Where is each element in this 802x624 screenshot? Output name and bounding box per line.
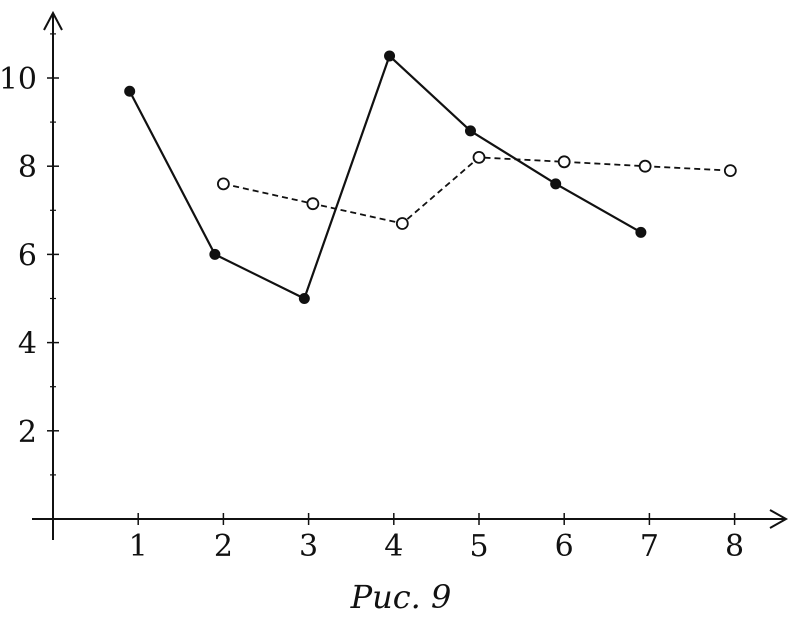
series-2-point-2 [306,197,320,211]
series-1-point-5 [464,125,476,137]
series-2-point-5 [557,155,571,169]
series-2-point-1 [216,177,230,191]
series-1-point-7 [635,226,647,238]
series-1-point-6 [550,178,562,190]
y-tick-label-6: 6 [18,238,37,273]
series-1-point-3 [298,293,310,304]
x-tick-label-1: 1 [129,529,148,564]
series-group [124,50,737,304]
series-1-point-2 [209,248,221,260]
x-tick-label-5: 5 [469,529,488,564]
x-tick-label-6: 6 [555,529,574,564]
y-tick-label-2: 2 [18,415,37,450]
y-tick-label-10: 10 [0,62,37,97]
x-tick-label-8: 8 [725,529,744,564]
line-chart: 1 2 3 4 5 6 7 8 2 4 6 8 10 [0,10,789,564]
series-2-point-3 [395,217,409,230]
x-tick-label-4: 4 [384,529,403,564]
tick-labels: 1 2 3 4 5 6 7 8 2 4 6 8 10 [0,62,744,564]
series-2-point-7 [723,164,737,178]
series-1-line [128,54,642,300]
series-2-point-4 [472,150,486,164]
y-tick-label-8: 8 [18,150,37,185]
y-axis-arrow [43,10,63,31]
x-tick-label-3: 3 [299,529,318,564]
x-tick-label-2: 2 [214,529,233,564]
x-tick-label-7: 7 [640,529,659,564]
axes [32,10,789,540]
ticks [47,33,736,525]
figure-caption: Рис. 9 [350,578,452,616]
series-1-point-1 [124,85,136,97]
series-1-point-4 [384,50,396,62]
series-2-point-6 [638,159,652,173]
x-axis-arrow [769,509,789,529]
series-2-line [223,156,731,225]
y-tick-label-4: 4 [18,327,37,362]
